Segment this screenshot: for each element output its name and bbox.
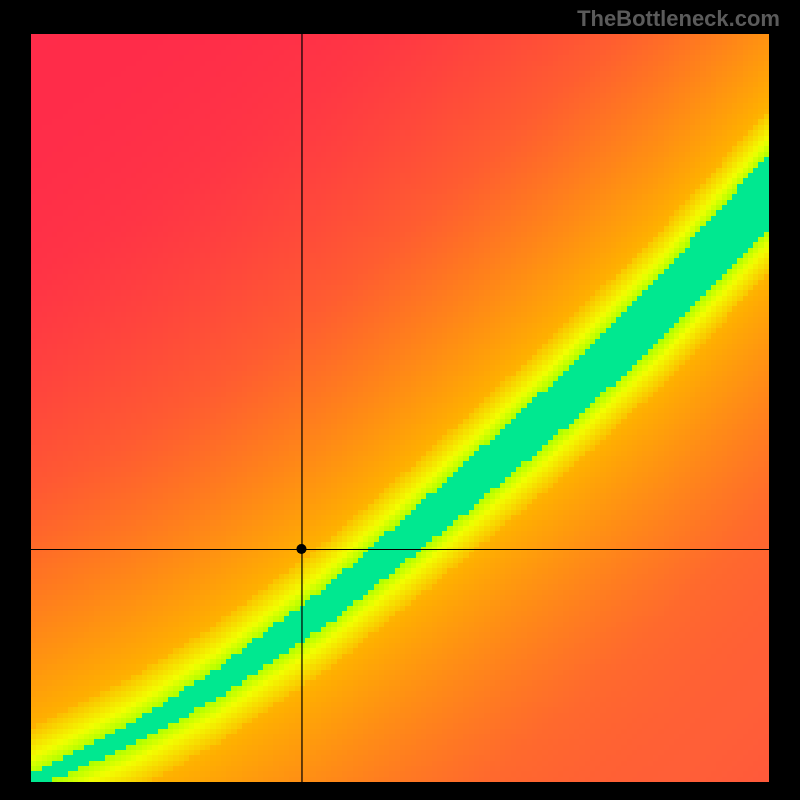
chart-container: TheBottleneck.com — [0, 0, 800, 800]
heatmap-plot — [31, 34, 769, 782]
watermark-text: TheBottleneck.com — [577, 6, 780, 32]
